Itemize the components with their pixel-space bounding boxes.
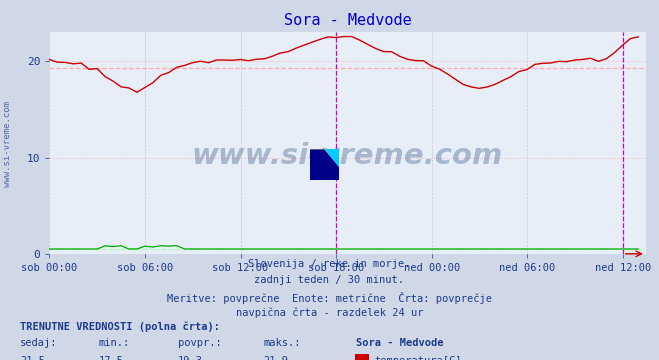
Text: min.:: min.:	[99, 338, 130, 348]
Text: 17,5: 17,5	[99, 356, 124, 360]
Text: 21,5: 21,5	[20, 356, 45, 360]
Text: Sora - Medvode: Sora - Medvode	[356, 338, 444, 348]
Polygon shape	[325, 149, 339, 168]
Polygon shape	[310, 149, 325, 180]
Text: 21,9: 21,9	[264, 356, 289, 360]
Text: Meritve: povprečne  Enote: metrične  Črta: povprečje: Meritve: povprečne Enote: metrične Črta:…	[167, 292, 492, 303]
Text: TRENUTNE VREDNOSTI (polna črta):: TRENUTNE VREDNOSTI (polna črta):	[20, 321, 219, 332]
Text: temperatura[C]: temperatura[C]	[374, 356, 462, 360]
Text: sedaj:: sedaj:	[20, 338, 57, 348]
Text: zadnji teden / 30 minut.: zadnji teden / 30 minut.	[254, 275, 405, 285]
Text: povpr.:: povpr.:	[178, 338, 221, 348]
Text: navpična črta - razdelek 24 ur: navpična črta - razdelek 24 ur	[236, 308, 423, 318]
Text: 19,3: 19,3	[178, 356, 203, 360]
Text: www.si-vreme.com: www.si-vreme.com	[3, 101, 13, 187]
Polygon shape	[310, 149, 339, 180]
Text: www.si-vreme.com: www.si-vreme.com	[192, 143, 503, 170]
Text: maks.:: maks.:	[264, 338, 301, 348]
Text: Slovenija / reke in morje.: Slovenija / reke in morje.	[248, 259, 411, 269]
Title: Sora - Medvode: Sora - Medvode	[284, 13, 411, 28]
